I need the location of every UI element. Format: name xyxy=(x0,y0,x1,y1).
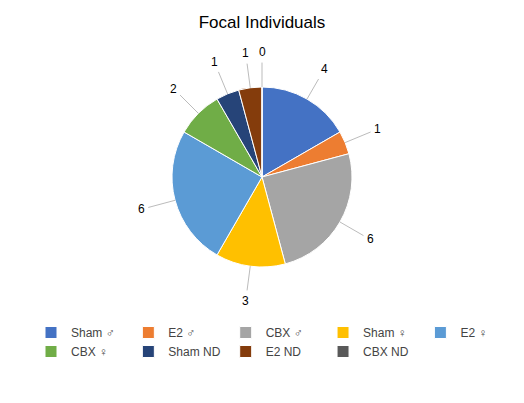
svg-text:Sham ND: Sham ND xyxy=(168,345,220,359)
svg-text:2: 2 xyxy=(170,82,177,96)
svg-text:E2 ♂: E2 ♂ xyxy=(168,326,195,340)
svg-text:1: 1 xyxy=(211,55,218,69)
svg-text:6: 6 xyxy=(138,202,145,216)
svg-text:CBX ND: CBX ND xyxy=(363,345,409,359)
svg-text:CBX ♂: CBX ♂ xyxy=(266,326,303,340)
svg-text:1: 1 xyxy=(374,122,381,136)
svg-text:3: 3 xyxy=(242,294,249,308)
svg-text:Focal Individuals: Focal Individuals xyxy=(199,13,326,32)
svg-text:Sham ♀: Sham ♀ xyxy=(363,326,407,340)
svg-text:1: 1 xyxy=(242,46,249,60)
svg-text:0: 0 xyxy=(259,45,266,59)
svg-text:Sham ♂: Sham ♂ xyxy=(71,326,115,340)
svg-text:E2 ND: E2 ND xyxy=(266,345,302,359)
svg-text:CBX ♀: CBX ♀ xyxy=(71,345,108,359)
svg-text:E2 ♀: E2 ♀ xyxy=(460,326,487,340)
svg-text:4: 4 xyxy=(321,62,328,76)
svg-text:6: 6 xyxy=(367,232,374,246)
